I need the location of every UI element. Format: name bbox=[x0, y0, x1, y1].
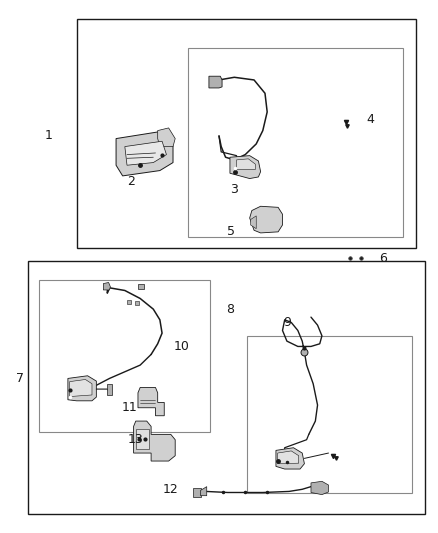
Polygon shape bbox=[311, 481, 328, 495]
Polygon shape bbox=[158, 128, 175, 147]
Polygon shape bbox=[103, 282, 110, 290]
Text: 3: 3 bbox=[230, 183, 238, 196]
Text: 5: 5 bbox=[227, 225, 235, 238]
Text: 11: 11 bbox=[121, 401, 137, 414]
Polygon shape bbox=[209, 76, 222, 88]
Text: 13: 13 bbox=[128, 433, 144, 446]
Polygon shape bbox=[276, 448, 304, 469]
Text: 6: 6 bbox=[379, 252, 387, 265]
Bar bbox=[77, 19, 416, 248]
Text: 2: 2 bbox=[127, 175, 135, 188]
Polygon shape bbox=[201, 487, 207, 496]
Text: 10: 10 bbox=[174, 340, 190, 353]
Bar bbox=[188, 48, 403, 237]
Text: 7: 7 bbox=[16, 372, 24, 385]
Polygon shape bbox=[138, 387, 164, 416]
Polygon shape bbox=[138, 284, 144, 289]
Text: 4: 4 bbox=[366, 114, 374, 126]
Bar bbox=[247, 336, 412, 493]
Polygon shape bbox=[134, 421, 175, 461]
Polygon shape bbox=[68, 376, 96, 401]
Polygon shape bbox=[193, 488, 201, 497]
Polygon shape bbox=[251, 216, 256, 229]
Text: 8: 8 bbox=[226, 303, 234, 316]
Polygon shape bbox=[125, 141, 166, 165]
Polygon shape bbox=[136, 429, 149, 449]
Text: 12: 12 bbox=[163, 483, 179, 496]
Polygon shape bbox=[116, 131, 173, 176]
Text: 1: 1 bbox=[44, 130, 52, 142]
Bar bbox=[28, 261, 425, 514]
Text: 9: 9 bbox=[283, 316, 291, 329]
Bar bbox=[39, 280, 210, 432]
Polygon shape bbox=[70, 379, 92, 397]
Polygon shape bbox=[237, 159, 255, 169]
Polygon shape bbox=[250, 206, 283, 233]
Polygon shape bbox=[230, 156, 261, 179]
Polygon shape bbox=[278, 451, 299, 464]
Polygon shape bbox=[107, 384, 112, 395]
